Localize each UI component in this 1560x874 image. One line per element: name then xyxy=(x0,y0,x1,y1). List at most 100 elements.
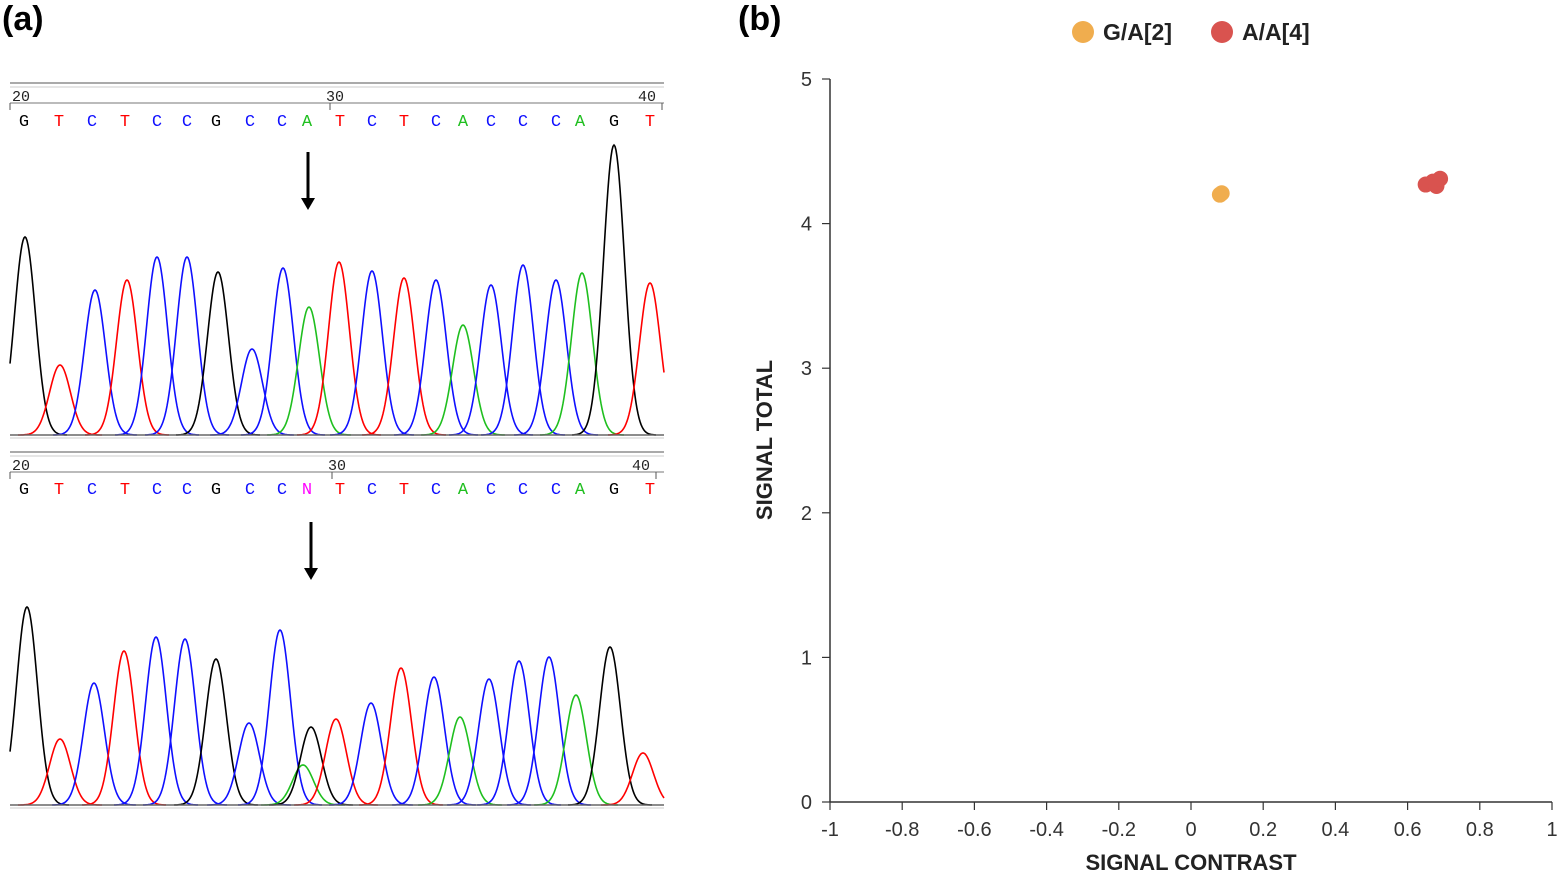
trace-peak xyxy=(568,646,652,806)
base-call-C: C xyxy=(277,481,287,500)
x-tick-label: -0.6 xyxy=(957,819,991,841)
x-tick-label: -0.8 xyxy=(885,819,919,841)
base-call-G: G xyxy=(211,481,221,500)
y-tick-label: 0 xyxy=(801,792,812,814)
base-call-T: T xyxy=(645,481,655,500)
base-call-C: C xyxy=(245,481,255,500)
base-call-G: G xyxy=(19,113,29,132)
panel-a-label: (a) xyxy=(2,0,44,38)
y-tick-label: 5 xyxy=(801,69,812,91)
data-point xyxy=(1432,170,1449,187)
trace-peak xyxy=(145,255,229,436)
base-call-T: T xyxy=(645,113,655,132)
position-label: 20 xyxy=(12,89,30,106)
trace-peak xyxy=(514,279,598,436)
position-label: 40 xyxy=(632,458,650,475)
base-call-T: T xyxy=(120,113,130,132)
base-call-C: C xyxy=(182,113,192,132)
base-call-C: C xyxy=(431,113,441,132)
base-call-A: A xyxy=(458,113,469,132)
base-call-C: C xyxy=(277,113,287,132)
trace-peak xyxy=(540,272,624,436)
legend-marker xyxy=(1211,21,1233,43)
trace-peak xyxy=(506,656,592,806)
trace-peak xyxy=(572,143,656,436)
position-label: 20 xyxy=(12,458,30,475)
trace-peak xyxy=(238,628,322,806)
trace-peak xyxy=(446,678,532,806)
base-call-C: C xyxy=(518,113,528,132)
trace-peak xyxy=(207,722,291,806)
legend-marker xyxy=(1072,21,1094,43)
base-call-C: C xyxy=(431,481,441,500)
trace-peak xyxy=(176,271,260,436)
base-call-N: N xyxy=(302,481,312,500)
x-axis-title: SIGNAL CONTRAST xyxy=(1085,850,1297,874)
chromatogram-track: 20 30 40G T C T C C G C C N T C T C A C C C A G T xyxy=(9,451,665,809)
x-tick-label: 0.6 xyxy=(1394,819,1422,841)
x-tick-label: -0.2 xyxy=(1102,819,1136,841)
trace-peak xyxy=(9,235,67,436)
trace-peak xyxy=(330,270,414,436)
base-call-C: C xyxy=(245,113,255,132)
trace-peak xyxy=(9,605,69,806)
base-call-C: C xyxy=(551,481,561,500)
position-label: 30 xyxy=(328,458,346,475)
base-call-C: C xyxy=(486,481,496,500)
y-tick-label: 2 xyxy=(801,503,812,525)
trace-peak xyxy=(391,676,477,806)
base-call-C: C xyxy=(486,113,496,132)
trace-peak xyxy=(418,716,502,806)
y-tick-label: 1 xyxy=(801,647,812,669)
trace-peak xyxy=(52,289,138,436)
trace-peak xyxy=(51,682,137,806)
trace-peak xyxy=(210,348,294,436)
trace-peak xyxy=(394,279,478,436)
base-call-T: T xyxy=(120,481,130,500)
base-call-C: C xyxy=(152,481,162,500)
trace-peak xyxy=(362,277,446,436)
base-call-T: T xyxy=(399,113,409,132)
position-label: 30 xyxy=(326,89,344,106)
trace-peak xyxy=(114,635,198,806)
base-call-G: G xyxy=(609,113,619,132)
trace-peak xyxy=(18,738,102,806)
trace-peak xyxy=(266,306,352,436)
base-call-C: C xyxy=(182,481,192,500)
trace-peak xyxy=(608,282,665,436)
trace-peak xyxy=(261,764,345,806)
base-call-C: C xyxy=(367,481,377,500)
arrow-down-icon xyxy=(301,198,315,210)
trace-peak xyxy=(85,279,169,436)
base-call-G: G xyxy=(211,113,221,132)
chromatogram-track: 20 30 40G T C T C C G C C A T C T C A C C C A G T xyxy=(9,82,665,439)
trace-peak xyxy=(115,255,199,436)
x-tick-label: -1 xyxy=(821,819,839,841)
trace-peak xyxy=(329,702,413,806)
position-label: 40 xyxy=(638,89,656,106)
trace-peak xyxy=(269,726,353,806)
base-call-T: T xyxy=(54,481,64,500)
base-call-A: A xyxy=(302,113,313,132)
trace-peak xyxy=(449,284,533,436)
base-call-T: T xyxy=(54,113,64,132)
trace-peak xyxy=(533,694,619,806)
trace-peak xyxy=(601,752,665,806)
x-tick-label: 0.2 xyxy=(1249,819,1277,841)
trace-peak xyxy=(297,260,381,436)
x-tick-label: 1 xyxy=(1546,819,1557,841)
scatter-plot: -1 -0.8 -0.6 -0.4 -0.2 0 0.2 0.4 0.6 0.8 1 0 1 2 3 4 5 SI… xyxy=(752,19,1558,874)
data-point xyxy=(1213,185,1230,202)
base-call-C: C xyxy=(367,113,377,132)
base-call-G: G xyxy=(19,481,29,500)
base-call-A: A xyxy=(458,481,469,500)
trace-peak xyxy=(476,660,562,806)
base-call-C: C xyxy=(152,113,162,132)
trace-peak xyxy=(481,263,565,436)
trace-peak xyxy=(294,718,378,806)
trace-peak xyxy=(82,650,166,806)
base-call-T: T xyxy=(335,481,345,500)
x-tick-label: -0.4 xyxy=(1029,819,1063,841)
base-call-T: T xyxy=(399,481,409,500)
legend-label: A/A[4] xyxy=(1242,19,1310,45)
